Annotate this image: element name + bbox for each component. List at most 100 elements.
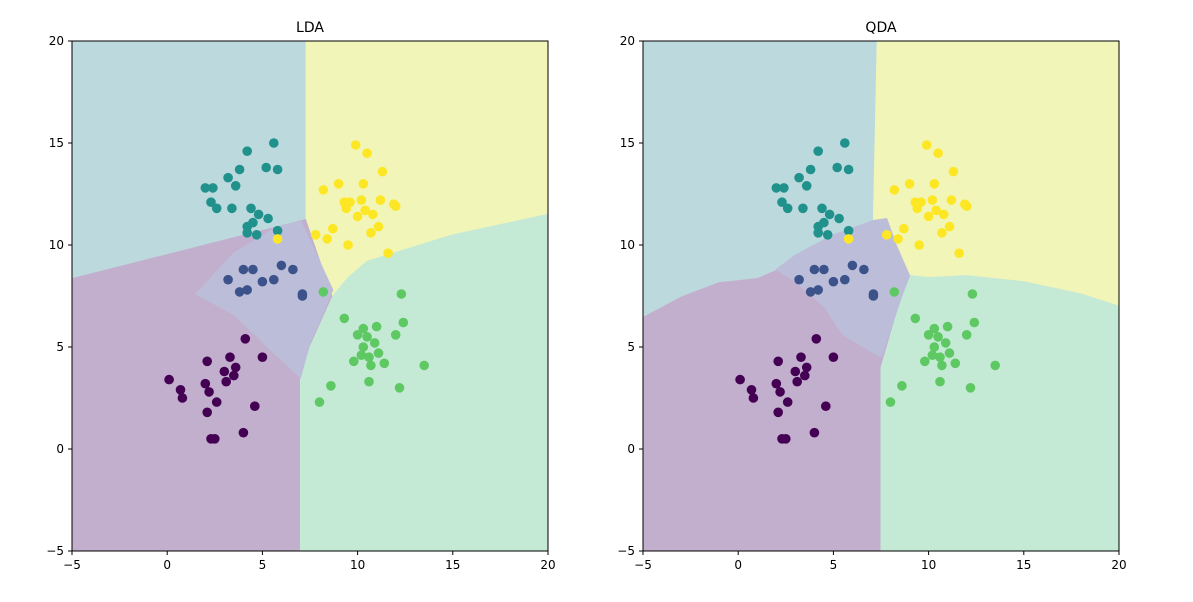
lda-point-s3-1 (318, 287, 329, 297)
lda-point-s1-5 (257, 276, 268, 287)
lda-point-s0-5 (204, 387, 214, 397)
qda-point-s0-8 (781, 434, 791, 444)
qda-point-s2-0 (771, 183, 782, 193)
lda-point-s2-9 (242, 228, 252, 238)
lda-point-s3-20 (398, 317, 409, 328)
qda-point-s2-5 (798, 203, 808, 214)
qda-xtick-label-1: 0 (734, 558, 742, 572)
qda-point-s0-14 (801, 362, 812, 373)
qda-point-s4-4 (899, 223, 909, 234)
qda-point-s3-8 (929, 323, 940, 334)
qda-point-s2-1 (777, 197, 787, 207)
lda-point-s4-21 (383, 248, 393, 258)
lda-point-s2-0 (200, 183, 211, 193)
qda-point-s3-12 (937, 360, 947, 371)
lda-point-s4-13 (358, 179, 369, 189)
qda-point-s4-15 (933, 148, 943, 158)
qda-point-s0-18 (828, 352, 839, 363)
qda-point-s2-15 (832, 162, 842, 173)
lda-ytick-label-0: −5 (46, 544, 64, 558)
lda-point-s2-15 (261, 162, 272, 173)
qda-point-s3-13 (940, 338, 951, 348)
qda-title: QDA (865, 20, 897, 36)
lda-point-s3-10 (364, 352, 374, 363)
lda-point-s3-9 (362, 332, 372, 342)
lda-point-s4-2 (318, 185, 329, 195)
lda-point-s4-15 (362, 148, 372, 158)
qda-point-s0-4 (773, 356, 783, 367)
qda-point-s3-17 (961, 330, 972, 340)
qda-point-s0-0 (735, 374, 745, 385)
lda-point-s0-17 (250, 401, 260, 412)
lda-xtick-label-2: 5 (259, 558, 267, 572)
qda-point-s2-2 (779, 183, 789, 193)
qda-xtick-label-0: −5 (634, 558, 652, 572)
lda-point-s4-16 (366, 228, 376, 238)
lda-point-s2-7 (234, 164, 245, 175)
qda-xtick-label-4: 15 (1016, 558, 1031, 572)
qda-point-s4-20 (948, 166, 959, 177)
lda-point-s4-18 (373, 221, 384, 232)
lda-point-s3-12 (366, 360, 376, 371)
qda-axes: −5 0 5 10 15 20 −5 0 5 10 15 20 QDA (617, 20, 1126, 572)
qda-point-s3-19 (967, 289, 978, 299)
lda-point-s2-2 (208, 183, 218, 193)
qda-point-s3-11 (935, 376, 945, 387)
lda-point-s1-7 (276, 260, 287, 271)
qda-point-s0-6 (773, 407, 783, 418)
lda-point-s4-1 (310, 230, 321, 240)
lda-point-s2-10 (242, 146, 252, 156)
qda-point-s4-12 (927, 195, 938, 205)
lda-xtick-label-0: −5 (63, 558, 81, 572)
qda-point-s4-13 (929, 179, 940, 189)
lda-point-s3-2 (326, 381, 336, 391)
lda-points (164, 138, 430, 444)
lda-xtick-label-3: 10 (350, 558, 365, 572)
lda-point-s2-17 (272, 225, 283, 236)
qda-point-s3-7 (929, 342, 940, 352)
qda-points (735, 138, 1000, 444)
lda-point-s4-9 (345, 197, 355, 207)
qda-point-s4-9 (916, 197, 926, 207)
qda-point-s3-21 (990, 360, 1000, 371)
qda-point-s4-17 (939, 209, 949, 220)
qda-xtick-label-2: 5 (830, 558, 838, 572)
lda-point-s0-1 (175, 385, 186, 395)
qda-ytick-label-1: 0 (627, 442, 635, 456)
lda-point-s2-16 (263, 213, 273, 224)
qda-point-s4-11 (923, 211, 934, 222)
lda-point-s0-11 (221, 376, 231, 387)
qda-point-s1-1 (805, 287, 816, 297)
lda-point-s2-19 (272, 164, 283, 175)
lda-point-s3-0 (314, 397, 325, 407)
qda-point-s2-6 (801, 181, 812, 191)
lda-point-s4-4 (328, 223, 338, 234)
qda-regions (643, 41, 1119, 551)
qda-point-s2-10 (813, 146, 823, 156)
lda-point-s2-11 (246, 203, 256, 214)
qda-point-s3-20 (969, 317, 980, 328)
qda-point-s0-15 (809, 427, 820, 438)
lda-point-s1-1 (234, 287, 245, 297)
lda-point-s4-23 (390, 201, 401, 211)
lda-point-s3-16 (379, 358, 390, 369)
lda-point-s0-15 (238, 427, 249, 438)
lda-point-s3-3 (339, 313, 350, 324)
lda-point-s4-0 (272, 234, 283, 244)
qda-point-s3-9 (933, 332, 943, 342)
lda-frame (71, 40, 549, 552)
qda-point-s2-4 (794, 172, 804, 183)
lda-point-s0-3 (200, 378, 211, 389)
qda-point-s0-11 (792, 376, 802, 387)
qda-point-s2-18 (840, 138, 850, 148)
lda-xtick-label-4: 15 (445, 558, 460, 572)
qda-point-s4-1 (881, 230, 892, 240)
lda-point-s0-10 (219, 366, 230, 377)
qda-point-s1-4 (819, 264, 829, 275)
lda-point-s2-13 (251, 230, 262, 240)
lda-xtick-label-1: 0 (163, 558, 171, 572)
lda-point-s3-21 (419, 360, 430, 371)
qda-point-s4-19 (946, 195, 957, 205)
qda-point-s2-11 (817, 203, 827, 214)
